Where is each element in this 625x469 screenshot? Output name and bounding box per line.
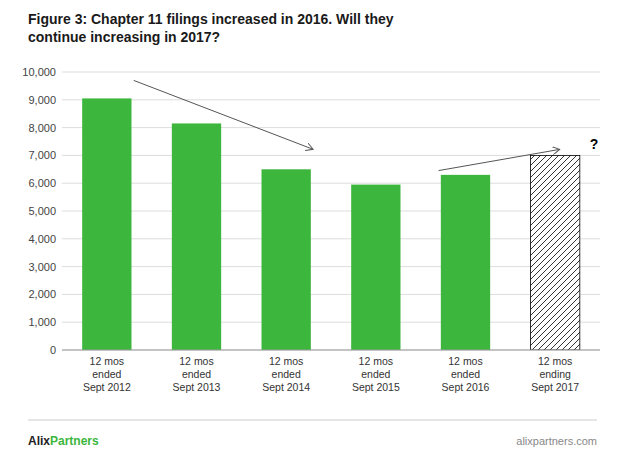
x-tick-label: 12 mosendedSept 2013 — [173, 355, 221, 393]
x-tick-label-line: Sept 2016 — [442, 381, 490, 393]
grid-line — [62, 266, 600, 267]
x-tick-label-line: ended — [361, 368, 390, 380]
grid-line — [62, 322, 600, 323]
y-tick-label: 7,000 — [28, 149, 56, 161]
x-tick-label-line: 12 mos — [448, 355, 482, 367]
bars — [82, 98, 580, 350]
bar — [441, 175, 490, 350]
y-tick-label: 4,000 — [28, 233, 56, 245]
x-tick-label-line: ended — [182, 368, 211, 380]
x-tick-label-line: 12 mos — [269, 355, 303, 367]
grid-line — [62, 211, 600, 212]
x-tick-label: 12 mosendedSept 2014 — [262, 355, 310, 393]
footer-link: alixpartners.com — [516, 435, 597, 447]
title-line: continue increasing in 2017? — [28, 29, 220, 45]
y-tick-label: 9,000 — [28, 94, 56, 106]
x-axis-line — [62, 350, 600, 351]
x-tick-label-line: ended — [272, 368, 301, 380]
grid-line — [62, 127, 600, 128]
x-tick-label-line: Sept 2014 — [262, 381, 310, 393]
title-line: Figure 3: Chapter 11 filings increased i… — [28, 11, 394, 27]
y-tick-label: 2,000 — [28, 288, 56, 300]
footer-brand: AlixPartners — [28, 434, 99, 448]
x-tick-label-line: 12 mos — [538, 355, 572, 367]
x-tick-label-line: ended — [451, 368, 480, 380]
x-tick-label: 12 mosendedSept 2015 — [352, 355, 400, 393]
arrow — [134, 80, 313, 149]
footer-brand-part: Alix — [28, 434, 50, 448]
x-tick-label-line: ended — [92, 368, 121, 380]
bar — [351, 185, 400, 350]
grid-line — [62, 99, 600, 100]
y-tick-label: 0 — [50, 344, 56, 356]
y-tick-label: 1,000 — [28, 316, 56, 328]
x-tick-label-line: ending — [539, 368, 571, 380]
x-tick-label: 12 mosendingSept 2017 — [531, 355, 579, 393]
x-tick-label-line: Sept 2017 — [531, 381, 579, 393]
footer-rule — [28, 420, 597, 421]
footer-brand-part: Partners — [50, 434, 99, 448]
bar — [531, 155, 580, 350]
title: Figure 3: Chapter 11 filings increased i… — [28, 11, 394, 45]
y-tick-label: 8,000 — [28, 122, 56, 134]
x-tick-label-line: 12 mos — [90, 355, 124, 367]
grid-line — [62, 72, 600, 73]
grid-line — [62, 294, 600, 295]
x-tick-label-line: 12 mos — [179, 355, 213, 367]
y-tick-label: 5,000 — [28, 205, 56, 217]
grid-line — [62, 350, 600, 351]
x-tick-label: 12 mosendedSept 2012 — [83, 355, 131, 393]
grid-line — [62, 183, 600, 184]
x-tick-label-line: Sept 2012 — [83, 381, 131, 393]
bar — [82, 98, 131, 350]
arrow — [439, 149, 560, 170]
chart: Figure 3: Chapter 11 filings increased i… — [0, 0, 625, 469]
grid — [62, 72, 600, 350]
x-tick-label: 12 mosendedSept 2016 — [442, 355, 490, 393]
y-tick-label: 10,000 — [22, 66, 56, 78]
x-tick-label-line: Sept 2013 — [173, 381, 221, 393]
x-tick-label-line: Sept 2015 — [352, 381, 400, 393]
y-tick-label: 3,000 — [28, 261, 56, 273]
annotation: ? — [590, 136, 599, 152]
grid-line — [62, 238, 600, 239]
y-tick-label: 6,000 — [28, 177, 56, 189]
bar — [262, 169, 311, 350]
x-tick-label-line: 12 mos — [359, 355, 393, 367]
bar — [172, 123, 221, 350]
grid-line — [62, 155, 600, 156]
